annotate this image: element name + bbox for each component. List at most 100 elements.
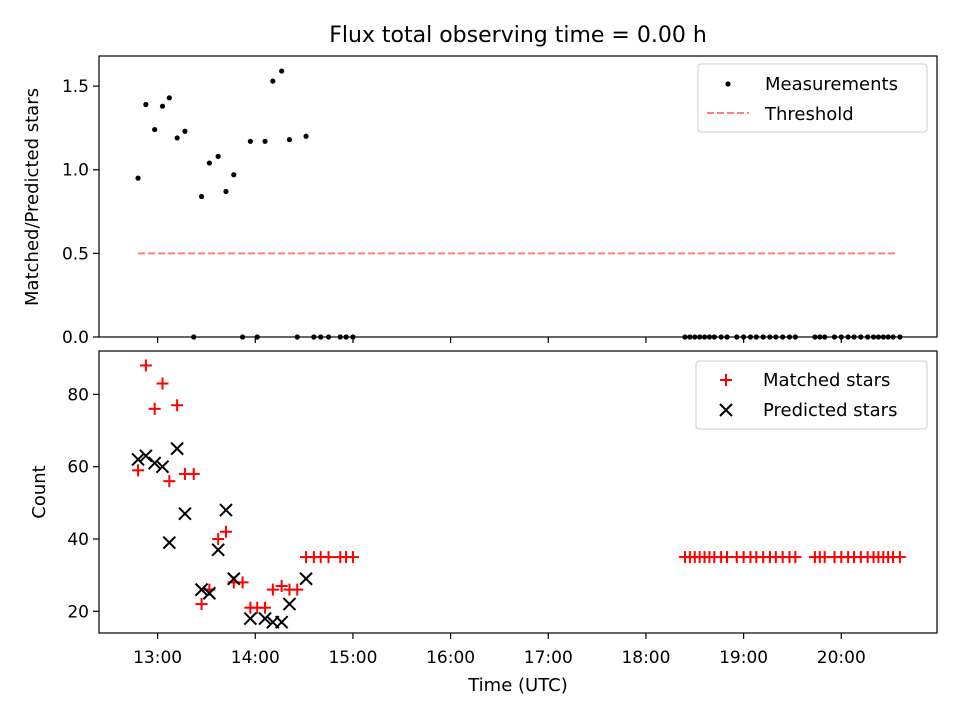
predicted-stars-point-b bbox=[139, 449, 153, 463]
ytick-label: 0.0 bbox=[62, 328, 89, 348]
predicted-stars-point-b bbox=[282, 597, 297, 611]
measurement-point bbox=[166, 95, 172, 101]
legend-predicted-label: Predicted stars bbox=[763, 400, 897, 421]
bottom-legend: Matched stars Predicted stars bbox=[695, 360, 928, 430]
legend-threshold-label: Threshold bbox=[764, 104, 854, 125]
legend-measurements-label: Measurements bbox=[765, 74, 898, 95]
predicted-stars-point bbox=[282, 597, 297, 611]
bottom-ylabel: Count bbox=[29, 465, 50, 518]
top-yticks: 0.0 0.5 1.0 1.5 bbox=[62, 77, 99, 348]
matched-stars-point bbox=[163, 475, 176, 488]
legend-measurements-marker bbox=[725, 81, 731, 87]
bottom-plot: Count Time (UTC) 20 40 60 80 13:00 14:00 15:0… bbox=[29, 350, 938, 696]
measurement-point bbox=[231, 172, 237, 178]
xtick-label: 15:00 bbox=[328, 648, 377, 668]
top-ylabel: Matched/Predicted stars bbox=[22, 88, 43, 306]
ytick-label: 40 bbox=[67, 530, 89, 550]
matched-stars-point bbox=[195, 598, 208, 611]
matched-stars-point bbox=[171, 399, 184, 412]
matched-stars-point bbox=[346, 551, 359, 564]
predicted-stars-point bbox=[219, 503, 233, 517]
predicted-stars-point bbox=[155, 459, 170, 474]
ytick-label: 80 bbox=[67, 385, 89, 405]
legend-matched-marker bbox=[720, 374, 732, 386]
predicted-stars-point bbox=[131, 452, 145, 467]
measurement-point bbox=[152, 126, 158, 133]
predicted-stars-point-b bbox=[131, 452, 145, 467]
bottom-xticks: 13:00 14:00 15:00 16:00 17:00 18:00 19:00 20:00 bbox=[133, 633, 866, 668]
matched-stars-point bbox=[259, 601, 272, 614]
ytick-label: 1.5 bbox=[62, 77, 89, 97]
measurement-point bbox=[303, 133, 309, 139]
predicted-stars-point bbox=[139, 449, 153, 463]
xtick-label: 18:00 bbox=[621, 648, 670, 668]
measurement-point bbox=[182, 128, 188, 134]
matched-stars-point bbox=[266, 583, 279, 596]
bottom-plot-frame bbox=[98, 350, 938, 634]
measurement-point bbox=[247, 138, 253, 144]
matched-stars-point bbox=[322, 551, 335, 564]
legend-matched-label: Matched stars bbox=[763, 370, 890, 391]
top-plot: Matched/Predicted stars 0.0 0.5 1.0 1.5 Mea… bbox=[22, 55, 938, 348]
legend-predicted-marker bbox=[719, 403, 733, 417]
measurement-point bbox=[135, 175, 141, 181]
matched-stars-point bbox=[291, 583, 304, 596]
matched-stars-point bbox=[219, 525, 232, 538]
predicted-stars-point-b bbox=[299, 572, 313, 586]
matched-stars-point bbox=[187, 467, 200, 480]
predicted-stars-point bbox=[170, 441, 184, 456]
predicted-stars-point-b bbox=[258, 611, 272, 626]
xtick-label: 16:00 bbox=[426, 648, 475, 668]
predicted-stars-point bbox=[227, 572, 241, 586]
xtick-label: 19:00 bbox=[719, 648, 768, 668]
ytick-label: 60 bbox=[67, 458, 89, 478]
measurement-point bbox=[286, 137, 293, 143]
top-plot-frame bbox=[98, 55, 938, 338]
measurement-point bbox=[206, 160, 212, 166]
predicted-stars-point bbox=[211, 543, 225, 557]
measurement-point bbox=[215, 153, 221, 159]
ytick-label: 20 bbox=[67, 602, 89, 622]
bottom-yticks: 20 40 60 80 bbox=[67, 385, 99, 622]
matched-stars-point bbox=[132, 464, 145, 477]
predicted-stars-point-b bbox=[219, 503, 233, 517]
matched-stars-point bbox=[139, 359, 152, 372]
bottom-xlabel: Time (UTC) bbox=[467, 675, 568, 696]
predicted-stars-point bbox=[243, 611, 258, 626]
predicted-stars-point-b bbox=[211, 543, 225, 557]
predicted-stars-point-b bbox=[162, 535, 177, 550]
matched-stars-point bbox=[148, 402, 161, 415]
predicted-stars-point bbox=[274, 615, 289, 629]
measurement-point bbox=[174, 135, 180, 141]
predicted-stars-point-b bbox=[178, 506, 192, 521]
predicted-stars-point-b bbox=[274, 615, 289, 629]
bottom-legend-box bbox=[695, 360, 928, 430]
predicted-stars-point-b bbox=[194, 582, 209, 597]
matched-stars-point bbox=[893, 551, 906, 564]
matched-stars-point bbox=[789, 551, 802, 564]
top-legend: Measurements Threshold bbox=[697, 63, 928, 133]
measurement-point bbox=[143, 101, 149, 108]
bottom-series bbox=[131, 359, 906, 629]
xtick-label: 13:00 bbox=[133, 648, 182, 668]
predicted-stars-point-b bbox=[202, 586, 217, 600]
predicted-stars-point bbox=[178, 506, 192, 521]
predicted-stars-point-b bbox=[227, 572, 241, 586]
predicted-stars-point bbox=[258, 611, 272, 626]
predicted-stars-point-b bbox=[155, 459, 170, 474]
measurement-point bbox=[223, 188, 229, 195]
top-legend-box bbox=[697, 63, 928, 133]
predicted-stars-point bbox=[147, 456, 162, 470]
xtick-label: 20:00 bbox=[817, 648, 866, 668]
measurement-point bbox=[270, 78, 276, 84]
measurement-point bbox=[262, 138, 268, 144]
matched-stars-point bbox=[156, 377, 169, 390]
measurement-point bbox=[159, 103, 166, 109]
matched-stars-point bbox=[275, 580, 288, 592]
predicted-stars-point-b bbox=[147, 456, 162, 470]
predicted-stars-point-b bbox=[170, 441, 184, 456]
predicted-stars-point bbox=[202, 586, 217, 600]
predicted-stars-point bbox=[162, 535, 177, 550]
ytick-label: 0.5 bbox=[62, 244, 89, 264]
